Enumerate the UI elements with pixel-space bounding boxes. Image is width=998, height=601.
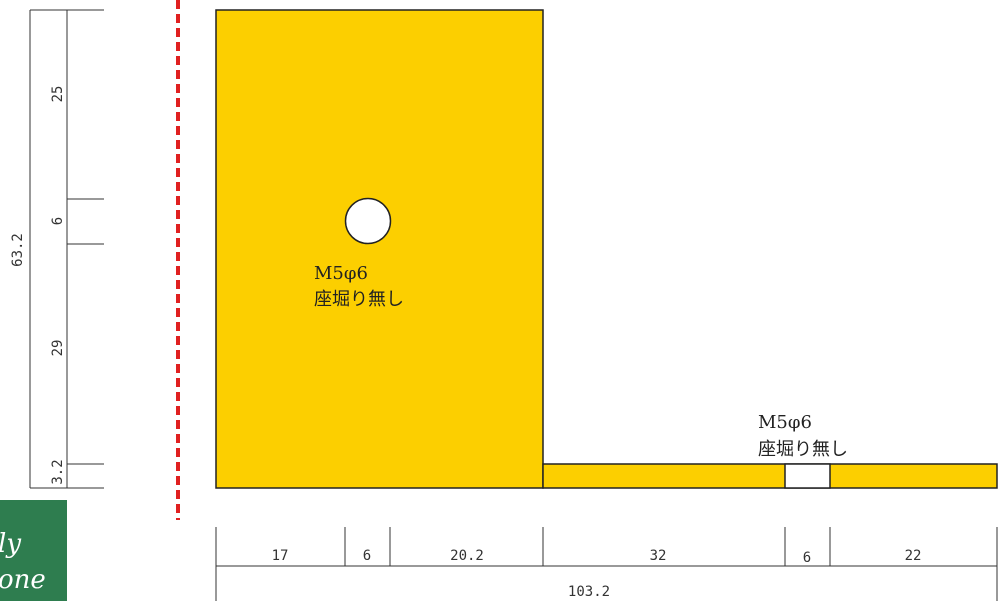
base-plate-hole xyxy=(784,463,831,489)
upper-hole-note: 座堀り無し xyxy=(314,289,404,310)
horizontal-dimension xyxy=(215,527,998,601)
lower-hole-note: 座堀り無し xyxy=(758,439,848,460)
upper-hole-spec: M5φ6 xyxy=(314,263,368,284)
lower-hole-spec: M5φ6 xyxy=(758,412,812,433)
base-plate xyxy=(542,463,998,489)
hdim-a-label: 17 xyxy=(272,548,289,564)
vdim-lower-label: 29 xyxy=(50,340,66,357)
vertical-plate xyxy=(215,9,544,489)
vdim-top-label: 25 xyxy=(50,86,66,103)
hdim-total-label: 103.2 xyxy=(568,584,610,600)
hdim-d-label: 32 xyxy=(650,548,667,564)
vertical-dimension xyxy=(29,9,104,489)
hdim-c-label: 20.2 xyxy=(450,548,484,564)
logo-text-line1: ly xyxy=(0,529,21,559)
vdim-bottom-label: 3.2 xyxy=(50,459,66,484)
logo-text-line2: one xyxy=(0,565,46,595)
logo-badge xyxy=(0,500,67,601)
hdim-f-label: 22 xyxy=(905,548,922,564)
hdim-b-label: 6 xyxy=(363,548,371,564)
vertical-plate-hole xyxy=(344,197,392,245)
vdim-hole-label: 6 xyxy=(50,217,66,225)
vdim-total-label: 63.2 xyxy=(10,233,26,267)
hdim-e-label: 6 xyxy=(803,550,811,566)
